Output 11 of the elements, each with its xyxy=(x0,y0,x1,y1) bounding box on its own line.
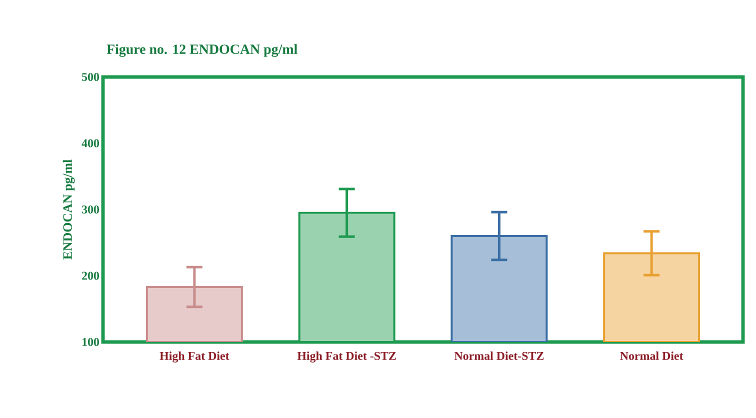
x-tick-label: High Fat Diet xyxy=(160,352,230,362)
y-tick-label: 400 xyxy=(82,139,100,148)
y-tick-label: 200 xyxy=(82,272,100,280)
y-axis-title: ENDOCAN pg/ml xyxy=(62,160,75,260)
x-tick-label: High Fat Diet -STZ xyxy=(297,352,396,362)
y-tick-label: 500 xyxy=(82,72,100,82)
y-tick-label: 300 xyxy=(82,205,100,214)
x-tick-label: Normal Diet xyxy=(620,352,684,360)
x-tick-label: Normal Diet-STZ xyxy=(454,352,544,360)
chart-title: Figure no. 12 ENDOCAN pg/ml xyxy=(106,44,298,57)
y-tick-label: 100 xyxy=(82,338,100,346)
